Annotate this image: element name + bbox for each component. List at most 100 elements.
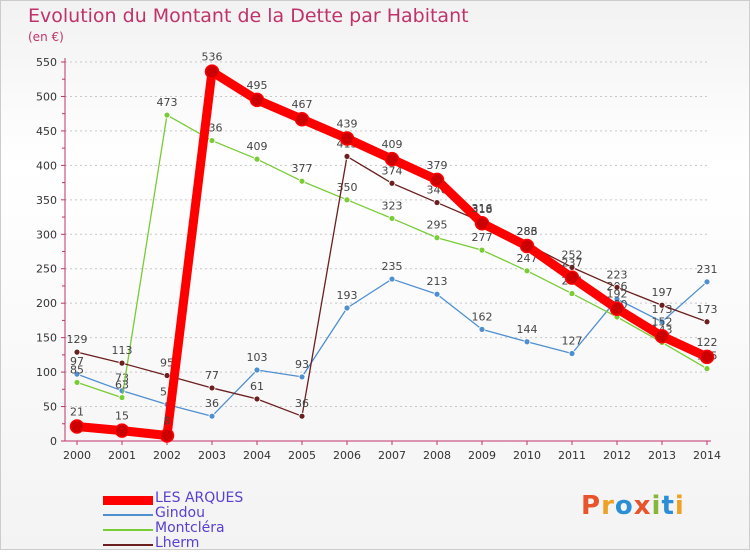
logo-letter: o [614, 491, 634, 521]
data-point [699, 349, 715, 365]
data-label: 144 [517, 323, 538, 336]
data-point [204, 64, 220, 79]
data-label: 467 [292, 98, 313, 111]
data-label: 379 [427, 159, 448, 172]
x-tick-label: 2000 [63, 449, 91, 462]
data-point [249, 92, 265, 108]
data-point [253, 366, 261, 374]
logo-letter: i [651, 491, 662, 521]
data-point [343, 304, 351, 312]
data-point [519, 238, 535, 254]
data-label: 374 [382, 164, 403, 177]
data-label: 283 [517, 225, 538, 238]
data-point [703, 278, 711, 286]
data-point [73, 348, 81, 356]
legend-swatch [103, 514, 153, 516]
data-label: 162 [472, 310, 493, 323]
data-label: 36 [205, 397, 219, 410]
data-label: 15 [115, 410, 129, 423]
data-point [388, 275, 396, 283]
y-tick-label: 300 [36, 228, 57, 241]
legend-item: Lherm [103, 535, 363, 552]
logo-letter: P [581, 491, 602, 521]
data-label: 113 [112, 344, 133, 357]
legend-item: Gindou [103, 505, 363, 522]
data-label: 377 [292, 162, 313, 175]
data-label: 173 [652, 303, 673, 316]
data-point [523, 338, 531, 346]
data-point [114, 423, 130, 438]
data-label: 213 [427, 275, 448, 288]
y-tick-label: 350 [36, 194, 57, 207]
data-point [343, 153, 351, 160]
data-point [568, 350, 576, 357]
data-label: 152 [652, 315, 673, 328]
data-label: 61 [250, 380, 264, 393]
data-point [159, 428, 175, 443]
legend-item: Montcléra [103, 520, 363, 537]
x-tick-label: 2001 [108, 449, 136, 462]
data-label: 409 [382, 138, 403, 151]
data-label: 97 [70, 355, 84, 368]
y-tick-label: 200 [36, 297, 57, 310]
data-point [388, 215, 396, 222]
data-label: 127 [562, 334, 583, 347]
logo-letter: t [661, 491, 675, 521]
legend-label: Lherm [155, 535, 200, 551]
series-line-les-arques [72, 67, 712, 440]
data-point [73, 370, 81, 378]
data-point [253, 155, 261, 163]
chart-title: Evolution du Montant de la Dette par Hab… [28, 5, 469, 27]
data-label: 8 [164, 414, 171, 427]
data-point [208, 412, 216, 420]
x-tick-label: 2012 [603, 449, 631, 462]
x-tick-label: 2002 [153, 449, 181, 462]
data-label: 223 [607, 268, 628, 281]
data-label: 192 [607, 288, 628, 301]
data-label: 95 [160, 357, 174, 370]
x-tick-label: 2007 [378, 449, 406, 462]
data-point [118, 359, 126, 367]
y-tick-label: 400 [36, 159, 57, 172]
y-tick-label: 450 [36, 125, 57, 138]
x-tick-label: 2011 [558, 449, 586, 462]
data-point [478, 246, 486, 254]
data-point [298, 373, 306, 381]
x-tick-label: 2003 [198, 449, 226, 462]
data-label: 252 [562, 248, 583, 261]
data-point [658, 318, 666, 326]
y-tick-label: 250 [36, 263, 57, 276]
x-tick-label: 2014 [693, 449, 721, 462]
x-tick-label: 2006 [333, 449, 361, 462]
data-point [609, 301, 625, 316]
data-point [433, 234, 441, 242]
data-point [388, 179, 396, 187]
data-label: 473 [157, 96, 178, 109]
legend-label: Montcléra [155, 520, 225, 536]
data-label: 93 [295, 358, 309, 371]
x-tick-label: 2008 [423, 449, 451, 462]
legend-swatch [103, 496, 153, 505]
proxiti-logo: Proxiti [581, 491, 685, 521]
x-tick-label: 2009 [468, 449, 496, 462]
y-tick-label: 150 [36, 332, 57, 345]
data-label: 237 [562, 257, 583, 270]
logo-letter: r [601, 491, 615, 521]
x-tick-label: 2010 [513, 449, 541, 462]
data-point [118, 394, 126, 401]
data-point [478, 325, 486, 333]
y-tick-label: 500 [36, 90, 57, 103]
y-tick-label: 550 [36, 56, 57, 69]
data-point [163, 372, 171, 379]
data-label: 409 [247, 140, 268, 153]
data-label: 21 [70, 406, 84, 419]
data-label: 235 [382, 260, 403, 273]
data-label: 286 [517, 225, 538, 238]
legend-label: LES ARQUES [155, 490, 244, 506]
data-point [429, 172, 445, 188]
data-point [568, 290, 576, 297]
data-point [613, 283, 621, 291]
data-point [253, 395, 261, 403]
